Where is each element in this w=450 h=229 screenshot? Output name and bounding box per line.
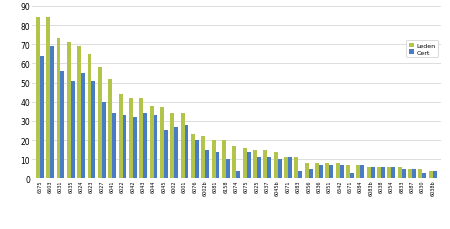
Bar [216, 152, 220, 179]
Bar [418, 169, 423, 179]
Bar [398, 167, 402, 179]
Bar [129, 98, 133, 179]
Bar [81, 74, 85, 179]
Legend: Leden, Cert: Leden, Cert [406, 41, 438, 58]
Bar [429, 171, 433, 179]
Bar [243, 148, 247, 179]
Bar [102, 102, 106, 179]
Bar [402, 169, 405, 179]
Bar [423, 173, 426, 179]
Bar [298, 171, 302, 179]
Bar [263, 150, 267, 179]
Bar [371, 167, 374, 179]
Bar [195, 140, 199, 179]
Bar [57, 39, 60, 179]
Bar [387, 167, 392, 179]
Bar [50, 47, 54, 179]
Bar [149, 106, 153, 179]
Bar [267, 158, 271, 179]
Bar [360, 165, 364, 179]
Bar [294, 158, 298, 179]
Bar [60, 72, 64, 179]
Bar [274, 152, 278, 179]
Bar [160, 108, 164, 179]
Bar [143, 114, 147, 179]
Bar [325, 163, 329, 179]
Bar [184, 125, 189, 179]
Bar [278, 160, 282, 179]
Bar [153, 116, 158, 179]
Bar [36, 18, 40, 179]
Bar [46, 18, 50, 179]
Bar [336, 163, 340, 179]
Bar [319, 165, 323, 179]
Bar [253, 150, 257, 179]
Bar [67, 43, 71, 179]
Bar [71, 81, 75, 179]
Bar [412, 169, 416, 179]
Bar [40, 57, 44, 179]
Bar [88, 55, 91, 179]
Bar [350, 173, 354, 179]
Bar [433, 171, 436, 179]
Bar [288, 158, 292, 179]
Bar [346, 165, 350, 179]
Bar [205, 150, 209, 179]
Bar [284, 158, 288, 179]
Bar [408, 169, 412, 179]
Bar [381, 167, 385, 179]
Bar [247, 152, 251, 179]
Bar [139, 98, 143, 179]
Bar [309, 169, 313, 179]
Bar [164, 131, 168, 179]
Bar [77, 47, 81, 179]
Bar [340, 165, 344, 179]
Bar [236, 171, 240, 179]
Bar [201, 137, 205, 179]
Bar [180, 114, 184, 179]
Bar [108, 79, 112, 179]
Bar [222, 140, 226, 179]
Bar [91, 81, 95, 179]
Bar [212, 140, 216, 179]
Bar [305, 163, 309, 179]
Bar [133, 117, 137, 179]
Bar [329, 165, 333, 179]
Bar [191, 135, 195, 179]
Bar [232, 146, 236, 179]
Bar [315, 163, 319, 179]
Bar [122, 116, 126, 179]
Bar [356, 165, 360, 179]
Bar [170, 114, 174, 179]
Bar [377, 167, 381, 179]
Bar [174, 127, 178, 179]
Bar [118, 95, 122, 179]
Bar [98, 68, 102, 179]
Bar [392, 167, 395, 179]
Bar [226, 160, 230, 179]
Bar [257, 158, 261, 179]
Bar [112, 114, 116, 179]
Bar [367, 167, 371, 179]
